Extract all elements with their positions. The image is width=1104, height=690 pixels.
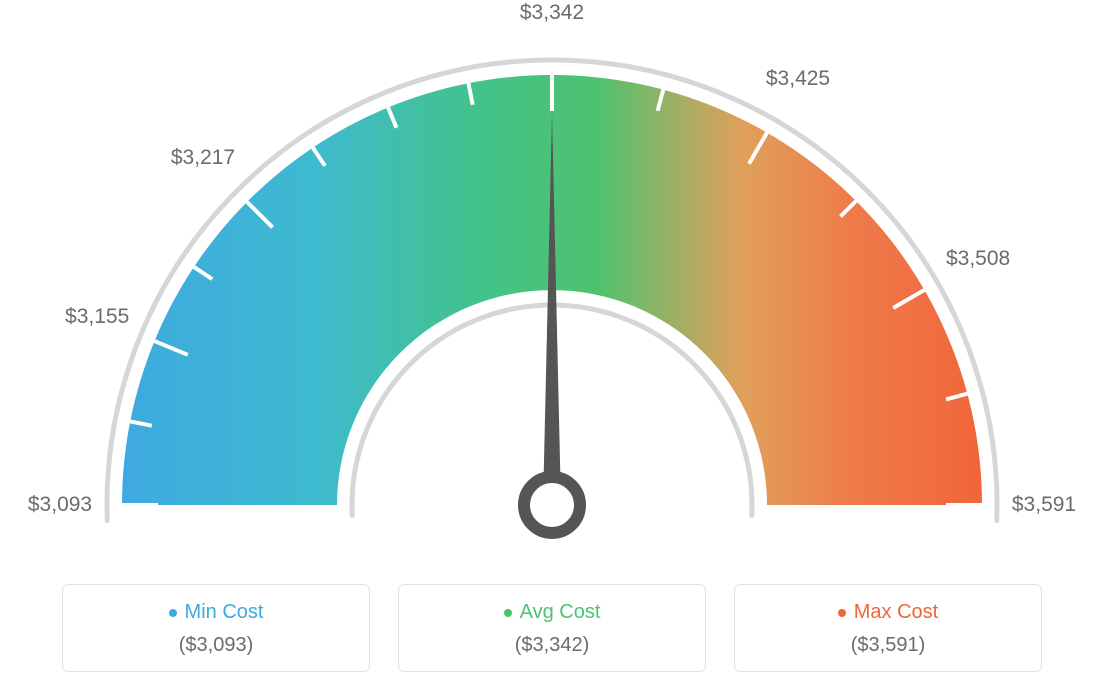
legend-value-max: ($3,591) bbox=[755, 634, 1021, 657]
tick-label: $3,217 bbox=[171, 146, 235, 170]
legend-row: Min Cost ($3,093) Avg Cost ($3,342) Max … bbox=[0, 584, 1104, 672]
tick-label: $3,342 bbox=[520, 1, 584, 25]
legend-dot-max bbox=[838, 609, 846, 617]
legend-title-min: Min Cost bbox=[185, 601, 264, 624]
cost-gauge-chart: $3,093 $3,155 $3,217 $3,342 $3,425 $3,508 $3,5… bbox=[0, 0, 1104, 690]
legend-value-avg: ($3,342) bbox=[419, 634, 685, 657]
legend-card-avg: Avg Cost ($3,342) bbox=[398, 584, 706, 672]
gauge-svg bbox=[52, 45, 1052, 605]
legend-title-avg: Avg Cost bbox=[520, 601, 601, 624]
tick-label: $3,093 bbox=[28, 493, 92, 517]
tick-label: $3,508 bbox=[946, 247, 1010, 271]
legend-title-max: Max Cost bbox=[854, 601, 938, 624]
legend-card-min: Min Cost ($3,093) bbox=[62, 584, 370, 672]
legend-dot-avg bbox=[504, 609, 512, 617]
legend-card-max: Max Cost ($3,591) bbox=[734, 584, 1042, 672]
gauge-area: $3,093 $3,155 $3,217 $3,342 $3,425 $3,508 $3,5… bbox=[0, 0, 1104, 560]
tick-label: $3,155 bbox=[65, 305, 129, 329]
tick-label: $3,591 bbox=[1012, 493, 1076, 517]
legend-dot-min bbox=[169, 609, 177, 617]
tick-label: $3,425 bbox=[766, 67, 830, 91]
legend-value-min: ($3,093) bbox=[83, 634, 349, 657]
